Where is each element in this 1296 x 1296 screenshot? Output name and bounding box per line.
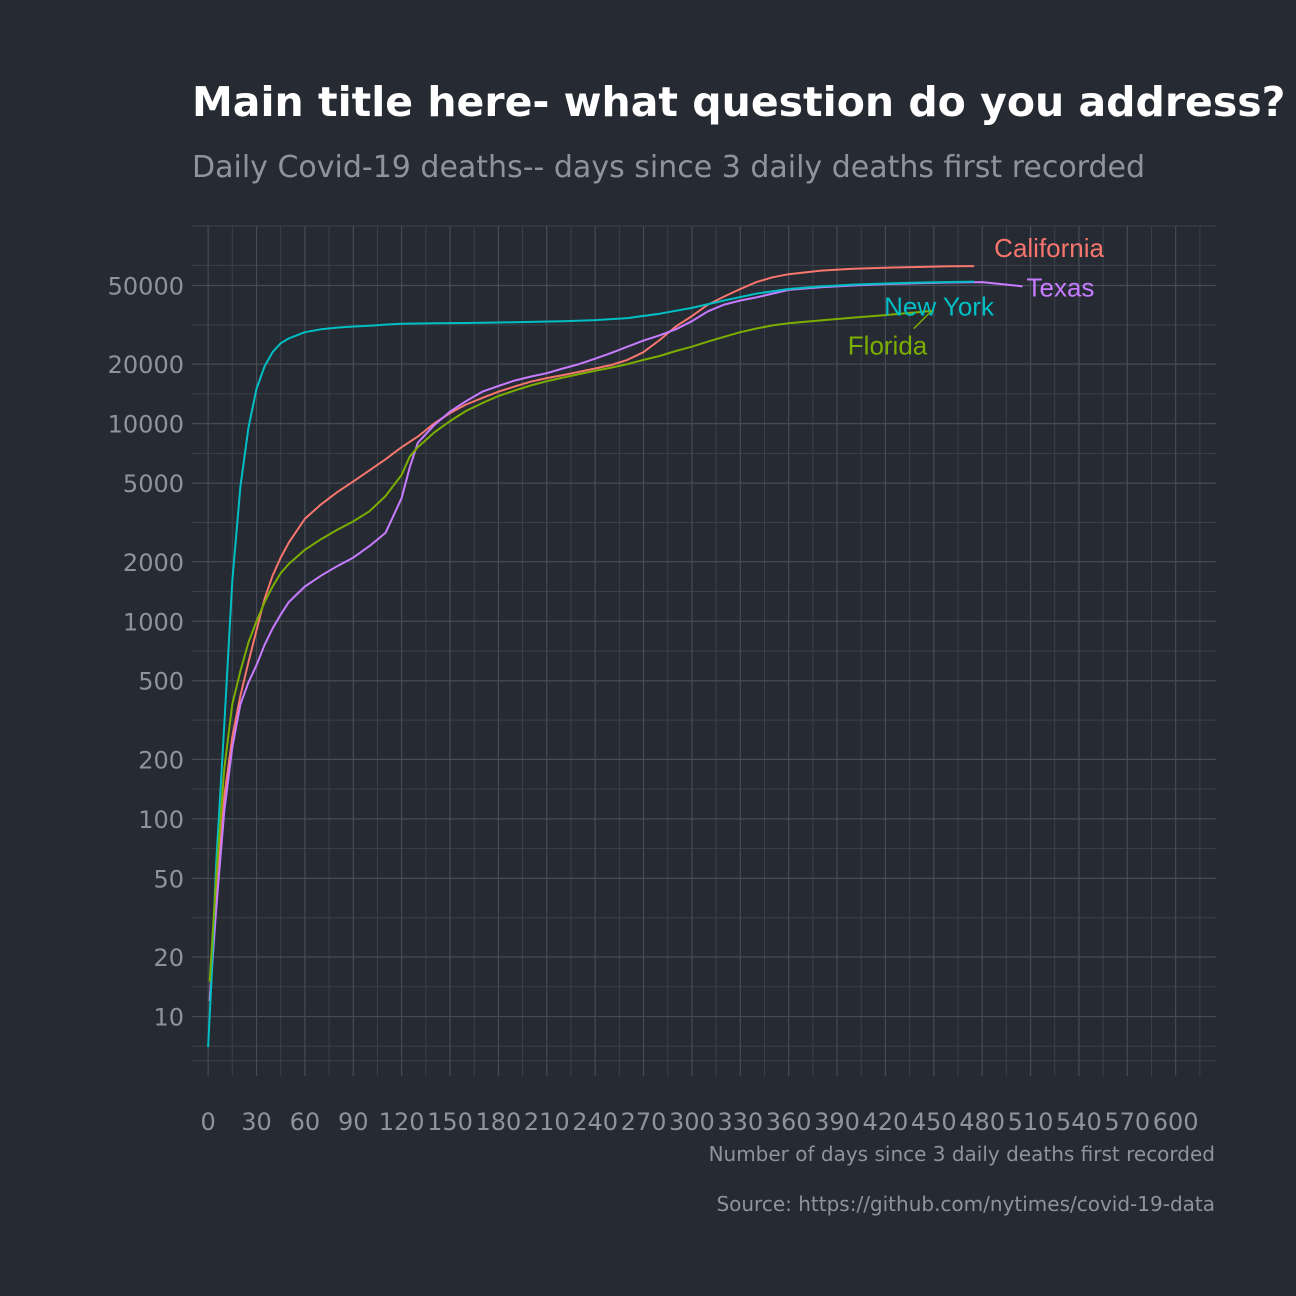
y-tick-label: 100 (138, 806, 184, 834)
y-tick-label: 10 (153, 1004, 184, 1032)
series-line-california (208, 265, 975, 1001)
x-tick-label: 540 (1056, 1108, 1102, 1136)
y-tick-label: 2000 (123, 549, 184, 577)
x-axis-title: Number of days since 3 daily deaths firs… (709, 1142, 1215, 1166)
florida-label-leader (913, 310, 933, 330)
x-tick-label: 420 (863, 1108, 909, 1136)
y-tick-label: 10000 (108, 411, 184, 439)
x-tick-label: 570 (1104, 1108, 1150, 1136)
y-tick-label: 1000 (123, 608, 184, 636)
y-tick-label: 500 (138, 668, 184, 696)
x-tick-label: 120 (379, 1108, 425, 1136)
chart-caption: Source: https://github.com/nytimes/covid… (716, 1192, 1215, 1216)
x-tick-label: 30 (241, 1108, 272, 1136)
series-label-texas: Texas (1026, 272, 1094, 302)
y-tick-label: 200 (138, 746, 184, 774)
x-tick-label: 480 (959, 1108, 1005, 1136)
x-tick-label: 210 (524, 1108, 570, 1136)
x-tick-label: 450 (911, 1108, 957, 1136)
y-tick-label: 5000 (123, 470, 184, 498)
x-tick-label: 270 (621, 1108, 667, 1136)
series-label-florida: Florida (848, 331, 928, 361)
series-line-new-york (207, 280, 975, 1048)
x-tick-label: 600 (1153, 1108, 1199, 1136)
x-axis-ticks: 0 30 60 90 120 150 180 210 240 270 300 330 360 390 420… (200, 1108, 1198, 1136)
x-tick-label: 360 (766, 1108, 812, 1136)
chart-subtitle: Daily Covid-19 deaths-- days since 3 dai… (192, 150, 1145, 185)
series-line-texas (208, 281, 1023, 1001)
x-tick-label: 180 (475, 1108, 521, 1136)
x-tick-label: 150 (427, 1108, 473, 1136)
y-axis-ticks: 10 20 50 100 200 500 1000 2000 5000 10000 20000 500… (108, 272, 184, 1031)
grid (192, 225, 1216, 1076)
series-label-new-york: New York (884, 292, 995, 322)
y-tick-label: 50000 (108, 272, 184, 300)
x-tick-label: 510 (1008, 1108, 1054, 1136)
y-tick-label: 50 (153, 865, 184, 893)
x-tick-label: 0 (200, 1108, 215, 1136)
series-lines (207, 265, 1023, 1048)
x-tick-label: 90 (338, 1108, 369, 1136)
x-tick-label: 60 (290, 1108, 321, 1136)
y-tick-label: 20000 (108, 351, 184, 379)
series-line-florida (208, 309, 934, 982)
x-tick-label: 300 (669, 1108, 715, 1136)
series-label-california: California (994, 233, 1104, 263)
chart-title: Main title here- what question do you ad… (192, 78, 1285, 126)
x-tick-label: 390 (814, 1108, 860, 1136)
x-tick-label: 330 (717, 1108, 763, 1136)
y-tick-label: 20 (153, 944, 184, 972)
x-tick-label: 240 (572, 1108, 618, 1136)
series-labels: California Texas New York Florida (848, 233, 1105, 361)
